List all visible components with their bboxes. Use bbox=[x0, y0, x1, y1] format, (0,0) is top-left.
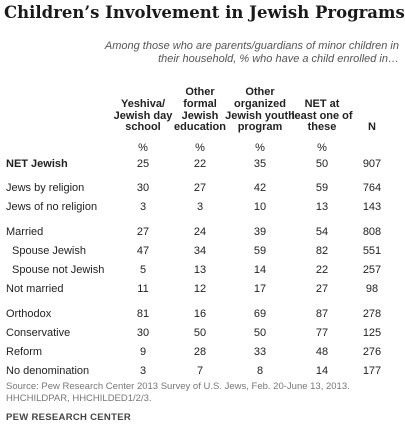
unit-cell-1: % bbox=[138, 142, 148, 154]
column-header-4: NET at least one of these bbox=[291, 97, 353, 134]
row-label: Conservative bbox=[6, 327, 71, 339]
table-cell: 13 bbox=[193, 264, 207, 276]
table-cell: 551 bbox=[362, 245, 382, 257]
table-cell: 3 bbox=[139, 201, 147, 213]
table-cell: 82 bbox=[315, 245, 329, 257]
table-cell: 35 bbox=[253, 158, 267, 170]
table-cell: 808 bbox=[362, 226, 382, 238]
table-cell: 276 bbox=[362, 346, 382, 358]
chart-subtitle: Among those who are parents/guardians of… bbox=[104, 40, 399, 65]
row-label: Spouse Jewish bbox=[12, 245, 86, 257]
table-cell: 47 bbox=[136, 245, 150, 257]
row-label: Jews of no religion bbox=[6, 201, 98, 213]
table-cell: 14 bbox=[315, 365, 329, 377]
table-cell: 98 bbox=[365, 283, 379, 295]
table-cell: 50 bbox=[253, 327, 267, 339]
row-label: No denomination bbox=[6, 365, 90, 377]
table-cell: 59 bbox=[253, 245, 267, 257]
column-header-2: Other formal Jewish education bbox=[174, 86, 226, 134]
table-cell: 24 bbox=[193, 226, 207, 238]
table-cell: 10 bbox=[253, 201, 267, 213]
row-label: Not married bbox=[6, 283, 64, 295]
table-cell: 8 bbox=[256, 365, 264, 377]
table-cell: 27 bbox=[136, 226, 150, 238]
table-cell: 11 bbox=[137, 283, 149, 295]
table-cell: 22 bbox=[315, 264, 329, 276]
table-cell: 48 bbox=[315, 346, 329, 358]
column-header-3: Other organized Jewish youth program bbox=[225, 86, 295, 134]
row-label: NET Jewish bbox=[6, 158, 68, 170]
unit-cell-4: % bbox=[317, 142, 327, 154]
table-cell: 69 bbox=[253, 308, 267, 320]
source-note: Source: Pew Research Center 2013 Survey … bbox=[6, 381, 350, 404]
table-cell: 50 bbox=[315, 158, 329, 170]
table-cell: 16 bbox=[193, 308, 207, 320]
table-cell: 257 bbox=[362, 264, 382, 276]
table-cell: 34 bbox=[193, 245, 207, 257]
table-cell: 27 bbox=[315, 283, 329, 295]
row-label: Orthodox bbox=[6, 308, 52, 320]
table-cell: 54 bbox=[315, 226, 329, 238]
table-cell: 39 bbox=[253, 226, 267, 238]
table-cell: 5 bbox=[139, 264, 147, 276]
table-cell: 50 bbox=[193, 327, 207, 339]
table-cell: 764 bbox=[362, 182, 382, 194]
table-cell: 30 bbox=[136, 182, 150, 194]
table-cell: 143 bbox=[362, 201, 382, 213]
table-cell: 59 bbox=[315, 182, 329, 194]
table-cell: 12 bbox=[193, 283, 207, 295]
table-cell: 87 bbox=[315, 308, 329, 320]
row-label: Married bbox=[6, 226, 44, 238]
table-cell: 81 bbox=[136, 308, 150, 320]
table-cell: 3 bbox=[196, 201, 204, 213]
table-cell: 27 bbox=[193, 182, 207, 194]
column-header-5: N bbox=[368, 121, 376, 134]
table-cell: 17 bbox=[253, 283, 267, 295]
table-cell: 7 bbox=[196, 365, 204, 377]
table-cell: 177 bbox=[362, 365, 382, 377]
table-cell: 278 bbox=[362, 308, 382, 320]
org-label: PEW RESEARCH CENTER bbox=[6, 412, 131, 423]
table-cell: 9 bbox=[139, 346, 147, 358]
row-label: Spouse not Jewish bbox=[12, 264, 105, 276]
row-label: Jews by religion bbox=[6, 182, 85, 194]
unit-cell-3: % bbox=[255, 142, 265, 154]
table-cell: 3 bbox=[139, 365, 147, 377]
table-cell: 33 bbox=[253, 346, 267, 358]
unit-cell-2: % bbox=[195, 142, 205, 154]
table-cell: 907 bbox=[362, 158, 382, 170]
table-cell: 77 bbox=[315, 327, 329, 339]
table-cell: 22 bbox=[193, 158, 207, 170]
table-cell: 125 bbox=[362, 327, 382, 339]
table-cell: 14 bbox=[253, 264, 267, 276]
table-cell: 13 bbox=[315, 201, 329, 213]
table-cell: 42 bbox=[253, 182, 267, 194]
table-cell: 30 bbox=[136, 327, 150, 339]
column-header-1: Yeshiva/ Jewish day school bbox=[113, 97, 173, 134]
row-label: Reform bbox=[6, 346, 43, 358]
table-cell: 25 bbox=[136, 158, 150, 170]
chart-title: Children’s Involvement in Jewish Program… bbox=[4, 3, 405, 22]
table-cell: 28 bbox=[193, 346, 207, 358]
